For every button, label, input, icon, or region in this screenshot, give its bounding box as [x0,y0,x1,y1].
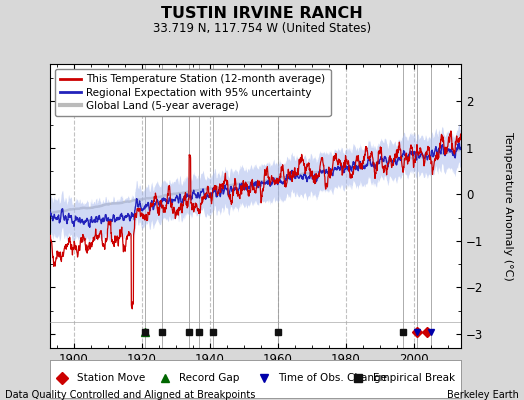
Text: Data Quality Controlled and Aligned at Breakpoints: Data Quality Controlled and Aligned at B… [5,390,256,400]
Legend: This Temperature Station (12-month average), Regional Expectation with 95% uncer: This Temperature Station (12-month avera… [55,69,331,116]
Text: Empirical Break: Empirical Break [373,373,455,383]
Text: Record Gap: Record Gap [179,373,239,383]
Y-axis label: Temperature Anomaly (°C): Temperature Anomaly (°C) [503,132,513,280]
Text: TUSTIN IRVINE RANCH: TUSTIN IRVINE RANCH [161,6,363,21]
Text: Station Move: Station Move [77,373,145,383]
Text: Berkeley Earth: Berkeley Earth [447,390,519,400]
Text: Time of Obs. Change: Time of Obs. Change [278,373,387,383]
Text: 33.719 N, 117.754 W (United States): 33.719 N, 117.754 W (United States) [153,22,371,35]
